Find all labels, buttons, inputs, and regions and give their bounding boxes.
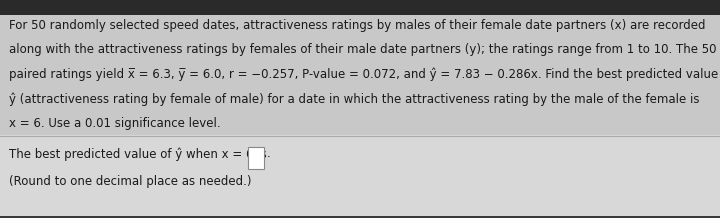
Text: .: . bbox=[266, 147, 270, 160]
FancyBboxPatch shape bbox=[248, 147, 264, 169]
Text: along with the attractiveness ratings by females of their male date partners (y): along with the attractiveness ratings by… bbox=[9, 43, 716, 56]
Text: The best predicted value of ŷ when x = 6 is: The best predicted value of ŷ when x = … bbox=[9, 147, 266, 161]
Text: paired ratings yield x̅ = 6.3, y̅ = 6.0, r = −0.257, P-value = 0.072, and ŷ = 7: paired ratings yield x̅ = 6.3, y̅ = 6.0,… bbox=[9, 68, 720, 81]
FancyBboxPatch shape bbox=[0, 15, 720, 137]
Text: ŷ (attractiveness rating by female of male) for a date in which the attractiven: ŷ (attractiveness rating by female of m… bbox=[9, 92, 699, 106]
FancyBboxPatch shape bbox=[0, 0, 720, 15]
FancyBboxPatch shape bbox=[0, 135, 720, 216]
Text: (Round to one decimal place as needed.): (Round to one decimal place as needed.) bbox=[9, 175, 251, 189]
Text: For 50 randomly selected speed dates, attractiveness ratings by males of their f: For 50 randomly selected speed dates, at… bbox=[9, 19, 705, 32]
Text: x = 6. Use a 0.01 significance level.: x = 6. Use a 0.01 significance level. bbox=[9, 117, 220, 130]
